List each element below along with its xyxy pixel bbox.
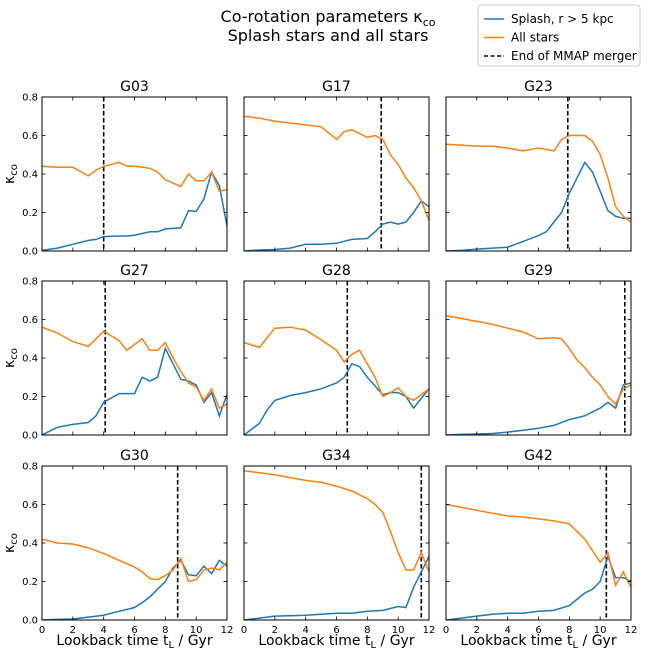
y-tick-label: 0.6 xyxy=(22,315,38,326)
x-tick-label: 6 xyxy=(535,625,541,636)
figure-title: Co-rotation parameters κco Splash stars … xyxy=(221,7,436,45)
series-splash-line xyxy=(446,161,631,251)
series-splash-line xyxy=(446,554,631,620)
panel-title: G42 xyxy=(524,448,553,464)
series-allstars-line xyxy=(42,161,227,193)
x-tick-label: 10 xyxy=(594,625,607,636)
series-allstars-line xyxy=(446,314,631,406)
x-axis-label: Lookback time tL / Gyr xyxy=(258,633,414,651)
series-splash-line xyxy=(446,382,631,435)
y-tick-label: 0.8 xyxy=(22,93,38,104)
x-axis-label: Lookback time tL / Gyr xyxy=(56,633,212,651)
x-tick-label: 2 xyxy=(474,625,480,636)
series-allstars-line xyxy=(446,503,631,588)
y-tick-label: 0.2 xyxy=(22,577,38,588)
x-tick-label: 8 xyxy=(364,625,370,636)
y-axis-label: κco xyxy=(2,533,20,553)
series-allstars-line xyxy=(42,326,227,410)
y-tick-label: 0.0 xyxy=(22,431,38,442)
x-tick-label: 8 xyxy=(566,625,572,636)
y-tick-label: 0.6 xyxy=(22,500,38,511)
x-tick-label: 8 xyxy=(162,625,168,636)
series-splash-line xyxy=(244,362,429,435)
legend-label: All stars xyxy=(511,31,559,45)
x-tick-label: 10 xyxy=(392,625,405,636)
panel-title: G28 xyxy=(322,263,351,279)
series-allstars-line xyxy=(244,115,429,221)
series-allstars-line xyxy=(42,538,227,583)
x-axis-label: Lookback time tL / Gyr xyxy=(460,633,616,651)
x-tick-label: 12 xyxy=(221,625,234,636)
x-tick-label: 4 xyxy=(504,625,510,636)
series-splash-line xyxy=(42,170,227,251)
y-tick-label: 0.4 xyxy=(22,539,38,550)
y-axis-label: κco xyxy=(2,348,20,368)
panel-frame xyxy=(41,465,228,621)
panel-frame xyxy=(445,96,632,252)
series-splash-line xyxy=(244,556,429,620)
y-tick-label: 0.4 xyxy=(22,354,38,365)
panel-G29: G29 xyxy=(445,263,632,436)
legend-label: End of MMAP merger xyxy=(511,49,637,63)
panel-title: G23 xyxy=(524,79,553,95)
panel-title: G29 xyxy=(524,263,553,279)
panel-G27: G27 0.0 0.2 0.4 0.6 0.8 xyxy=(22,263,228,442)
panel-frame xyxy=(445,465,632,621)
panel-title: G27 xyxy=(120,263,149,279)
legend-label: Splash, r > 5 kpc xyxy=(511,12,614,26)
figure-title-line2: Splash stars and all stars xyxy=(228,26,429,45)
y-tick-label: 0.2 xyxy=(22,208,38,219)
x-tick-label: 0 xyxy=(39,625,45,636)
panel-frame xyxy=(41,96,228,252)
axis-labels: Lookback time tL / Gyr Lookback time tL /… xyxy=(2,164,617,651)
series-allstars-line xyxy=(244,326,429,402)
panel-G03: G03 0.0 0.2 0.4 0.6 0.8 xyxy=(22,79,228,258)
series-splash-line xyxy=(244,199,429,251)
legend: Splash, r > 5 kpc All stars End of MMAP me… xyxy=(477,4,641,67)
y-tick-label: 0.2 xyxy=(22,392,38,403)
figure-title-line1: Co-rotation parameters κco xyxy=(221,7,436,29)
x-tick-label: 2 xyxy=(272,625,278,636)
panel-G42: G42 0 2 4 6 8 10 12 xyxy=(443,448,638,636)
y-axis-label: κco xyxy=(2,164,20,184)
panel-title: G34 xyxy=(322,448,351,464)
legend-frame xyxy=(477,4,641,67)
x-tick-label: 12 xyxy=(423,625,436,636)
x-tick-label: 4 xyxy=(100,625,106,636)
series-allstars-line xyxy=(446,134,631,223)
panel-G23: G23 xyxy=(445,79,632,252)
y-tick-label: 0.0 xyxy=(22,247,38,258)
panel-frame xyxy=(41,280,228,436)
y-tick-label: 0.8 xyxy=(22,277,38,288)
panel-G28: G28 xyxy=(243,263,430,436)
x-tick-label: 6 xyxy=(131,625,137,636)
x-tick-label: 0 xyxy=(443,625,449,636)
x-tick-label: 2 xyxy=(70,625,76,636)
panel-frame xyxy=(243,465,430,621)
x-tick-label: 6 xyxy=(333,625,339,636)
panel-title: G30 xyxy=(120,448,149,464)
panel-G30: G30 0 2 4 6 8 10 12 0.0 0.2 0.4 0.6 0.8 xyxy=(22,448,233,636)
y-tick-label: 0.4 xyxy=(22,170,38,181)
y-tick-label: 0.8 xyxy=(22,462,38,473)
panel-title: G17 xyxy=(322,79,351,95)
x-tick-label: 4 xyxy=(302,625,308,636)
panel-frame xyxy=(445,280,632,436)
x-tick-label: 0 xyxy=(241,625,247,636)
panel-title: G03 xyxy=(120,79,149,95)
series-allstars-line xyxy=(244,470,429,573)
x-tick-label: 10 xyxy=(190,625,203,636)
panels: G03 0.0 0.2 0.4 0.6 0.8 G17 G23 G27 0.0 0.2 0.4 0.6 0… xyxy=(22,79,637,636)
x-tick-label: 12 xyxy=(625,625,638,636)
panel-G17: G17 xyxy=(243,79,430,252)
y-tick-label: 0.6 xyxy=(22,131,38,142)
series-splash-line xyxy=(42,559,227,620)
y-tick-label: 0.0 xyxy=(22,616,38,627)
panel-G34: G34 0 2 4 6 8 10 12 xyxy=(241,448,436,636)
panel-frame xyxy=(243,280,430,436)
